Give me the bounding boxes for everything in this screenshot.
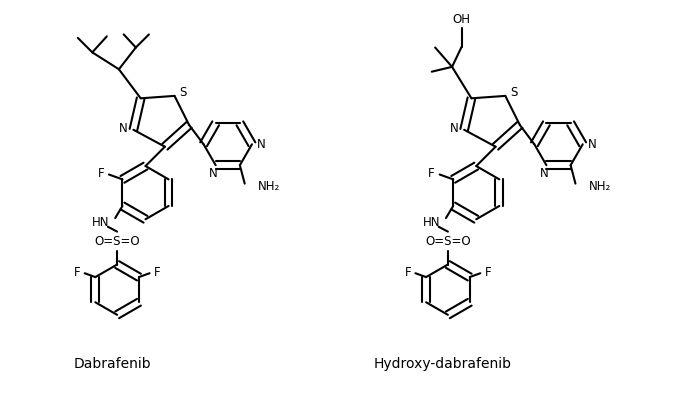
- Text: Dabrafenib: Dabrafenib: [74, 357, 151, 371]
- Text: O=S=O: O=S=O: [95, 235, 140, 248]
- Text: N: N: [119, 122, 128, 135]
- Text: F: F: [154, 266, 161, 279]
- Text: F: F: [485, 266, 491, 279]
- Text: F: F: [404, 266, 411, 279]
- Text: F: F: [74, 266, 80, 279]
- Text: F: F: [428, 167, 435, 180]
- Text: NH₂: NH₂: [589, 180, 612, 192]
- Text: F: F: [97, 167, 104, 180]
- Text: N: N: [450, 122, 459, 135]
- Text: N: N: [257, 138, 266, 151]
- Text: NH₂: NH₂: [259, 180, 281, 192]
- Text: S: S: [179, 85, 186, 98]
- Text: N: N: [539, 167, 548, 180]
- Text: HN: HN: [423, 216, 440, 229]
- Text: HN: HN: [92, 216, 109, 229]
- Text: Hydroxy-dabrafenib: Hydroxy-dabrafenib: [374, 357, 512, 371]
- Text: OH: OH: [453, 13, 470, 26]
- Text: O=S=O: O=S=O: [425, 235, 470, 248]
- Text: S: S: [510, 85, 517, 98]
- Text: N: N: [588, 138, 597, 151]
- Text: N: N: [209, 167, 217, 180]
